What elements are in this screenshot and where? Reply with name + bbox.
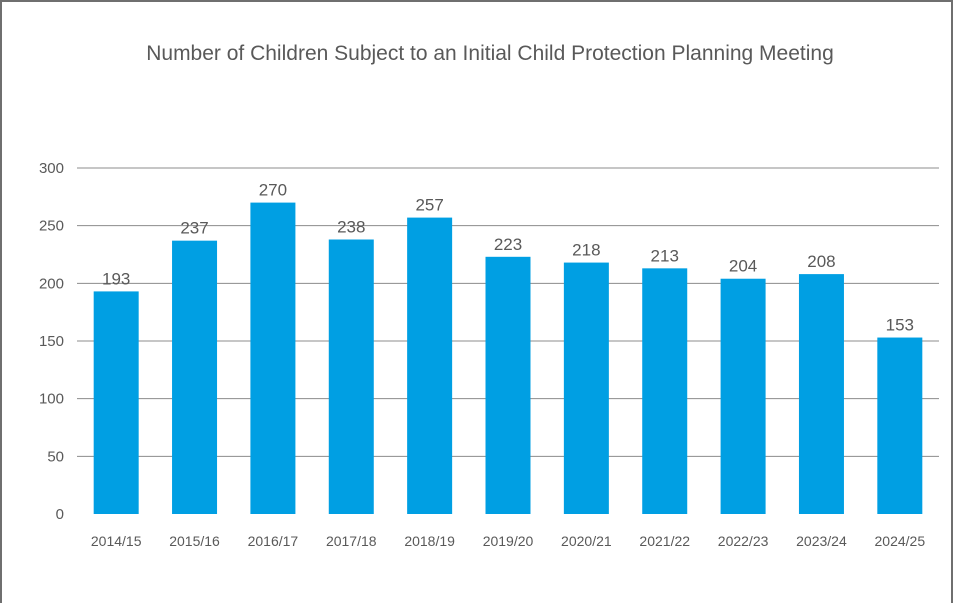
y-tick-label: 300 <box>39 160 64 177</box>
y-tick-label: 50 <box>47 448 64 465</box>
bar-2017-18 <box>328 239 374 515</box>
data-label: 218 <box>572 241 600 260</box>
y-tick-label: 150 <box>39 333 64 350</box>
x-category-label: 2024/25 <box>875 533 926 549</box>
data-label: 237 <box>180 219 208 238</box>
bar-2019-20 <box>485 256 531 514</box>
x-category-label: 2018/19 <box>404 533 455 549</box>
y-tick-label: 100 <box>39 391 64 408</box>
data-label: 223 <box>494 235 522 254</box>
data-label: 153 <box>886 316 914 335</box>
data-label: 213 <box>651 246 679 265</box>
bar-2016-17 <box>250 202 296 514</box>
bar-2020-21 <box>563 262 609 514</box>
data-labels: 193 237 270 238 257 223 218 213 204 208 153 <box>102 181 914 335</box>
y-tick-label: 200 <box>39 275 64 292</box>
bar-2022-23 <box>720 278 766 514</box>
bar-2023-24 <box>798 274 844 514</box>
x-axis-categories: 2014/15 2015/16 2016/17 2017/18 2018/19 2019/… <box>91 533 925 549</box>
y-tick-label: 0 <box>56 506 64 523</box>
bar-2014-15 <box>93 291 139 514</box>
data-label: 193 <box>102 269 130 288</box>
y-tick-label: 250 <box>39 218 64 235</box>
x-category-label: 2021/22 <box>639 533 690 549</box>
data-label: 204 <box>729 257 757 276</box>
x-category-label: 2023/24 <box>796 533 847 549</box>
y-axis-ticks: 0 50 100 150 200 250 300 <box>39 160 64 523</box>
bar-2021-22 <box>642 268 688 514</box>
data-label: 270 <box>259 181 287 200</box>
x-category-label: 2019/20 <box>483 533 534 549</box>
x-category-label: 2017/18 <box>326 533 377 549</box>
bars <box>93 202 923 515</box>
x-category-label: 2016/17 <box>248 533 299 549</box>
x-category-label: 2014/15 <box>91 533 142 549</box>
data-label: 238 <box>337 218 365 237</box>
data-label: 208 <box>807 252 835 271</box>
bar-2015-16 <box>172 240 218 514</box>
bar-2024-25 <box>877 337 923 514</box>
bar-2018-19 <box>407 217 453 515</box>
data-label: 257 <box>415 196 443 215</box>
x-category-label: 2022/23 <box>718 533 769 549</box>
x-category-label: 2015/16 <box>169 533 220 549</box>
x-category-label: 2020/21 <box>561 533 612 549</box>
chart-title: Number of Children Subject to an Initial… <box>146 42 834 65</box>
